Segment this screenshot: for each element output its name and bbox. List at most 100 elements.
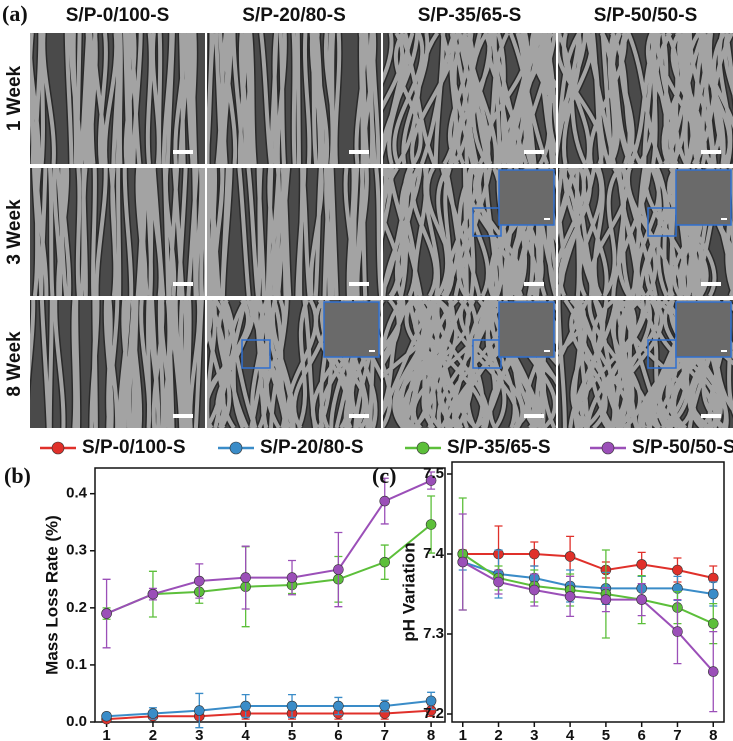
scale-bar bbox=[524, 282, 544, 286]
x-tick-label: 8 bbox=[427, 727, 435, 741]
y-tick-label: 7.2 bbox=[423, 705, 444, 722]
data-point bbox=[493, 576, 504, 588]
y-tick-label: 0.2 bbox=[66, 599, 87, 616]
inset-scale-bar bbox=[721, 218, 727, 220]
data-point bbox=[333, 564, 344, 575]
inset bbox=[675, 169, 732, 226]
legend-marker bbox=[51, 441, 65, 455]
x-tick-label: 3 bbox=[195, 727, 203, 741]
fibers bbox=[32, 168, 205, 296]
sem-image bbox=[558, 168, 733, 296]
fibers bbox=[383, 168, 556, 296]
sem-image bbox=[558, 300, 733, 428]
data-point bbox=[707, 618, 719, 629]
legend-label: S/P-0/100-S bbox=[82, 437, 186, 458]
scale-bar bbox=[173, 282, 193, 286]
data-point bbox=[425, 475, 437, 486]
x-tick-label: 6 bbox=[638, 727, 646, 741]
data-point bbox=[379, 495, 391, 507]
fibers bbox=[383, 300, 556, 428]
data-point bbox=[636, 559, 647, 570]
sem-image bbox=[207, 168, 381, 296]
data-point bbox=[707, 588, 719, 600]
legend-marker bbox=[229, 441, 243, 455]
series-line bbox=[462, 553, 714, 625]
legend-marker bbox=[601, 441, 615, 455]
scale-bar bbox=[524, 414, 544, 418]
panel-label: (c) bbox=[372, 463, 396, 488]
data-point bbox=[529, 584, 540, 596]
data-point bbox=[194, 705, 205, 716]
data-point bbox=[379, 700, 391, 712]
x-tick-label: 4 bbox=[241, 727, 250, 741]
inset-scale-bar bbox=[544, 218, 550, 220]
inset bbox=[498, 301, 555, 358]
legend-label: S/P-35/65-S bbox=[447, 437, 551, 458]
sem-image bbox=[383, 168, 556, 296]
scale-bar bbox=[701, 414, 721, 418]
scale-bar bbox=[173, 150, 193, 154]
row-header: 8 Week bbox=[4, 331, 25, 397]
x-tick-label: 8 bbox=[709, 727, 717, 741]
data-point bbox=[379, 556, 391, 568]
sem-image bbox=[30, 168, 205, 296]
plot-frame bbox=[94, 467, 446, 723]
data-point bbox=[636, 594, 647, 605]
fibers bbox=[207, 300, 381, 428]
x-tick-label: 1 bbox=[102, 727, 110, 741]
data-point bbox=[286, 700, 298, 712]
data-point bbox=[564, 551, 576, 562]
data-point bbox=[707, 666, 719, 677]
series-line bbox=[106, 523, 432, 615]
x-tick-label: 2 bbox=[149, 727, 157, 741]
series-line bbox=[462, 553, 714, 579]
fibers bbox=[207, 168, 381, 296]
column-header: S/P-20/80-S bbox=[242, 5, 346, 26]
panel-label: (a) bbox=[2, 1, 28, 26]
x-tick-label: 4 bbox=[566, 727, 575, 741]
row-header: 1 Week bbox=[4, 66, 25, 132]
data-point bbox=[425, 695, 437, 707]
row-header: 3 Week bbox=[4, 199, 25, 265]
data-point bbox=[147, 588, 159, 600]
y-tick-label: 7.3 bbox=[423, 625, 444, 642]
data-point bbox=[600, 594, 612, 605]
scale-bar bbox=[701, 150, 721, 154]
fibers bbox=[207, 33, 381, 164]
scale-bar bbox=[349, 282, 369, 286]
x-tick-label: 1 bbox=[459, 727, 467, 741]
scale-bar bbox=[701, 282, 721, 286]
legend-marker bbox=[416, 441, 430, 455]
x-tick-label: 7 bbox=[381, 727, 389, 741]
data-point bbox=[240, 700, 251, 712]
x-tick-label: 3 bbox=[530, 727, 538, 741]
inset-scale-bar bbox=[544, 350, 550, 352]
scale-bar bbox=[349, 150, 369, 154]
fibers bbox=[30, 33, 198, 164]
inset bbox=[323, 301, 380, 358]
x-tick-label: 6 bbox=[334, 727, 342, 741]
fibers bbox=[558, 33, 733, 164]
fibers bbox=[383, 33, 556, 164]
data-point bbox=[101, 710, 112, 722]
zoom-box bbox=[241, 339, 271, 369]
data-point bbox=[672, 564, 683, 576]
y-tick-label: 7.5 bbox=[423, 465, 444, 482]
sem-image bbox=[30, 300, 205, 428]
x-tick-label: 5 bbox=[602, 727, 610, 741]
data-point bbox=[564, 591, 576, 602]
y-axis-title: Mass Loss Rate (%) bbox=[42, 515, 61, 675]
y-tick-label: 0.1 bbox=[66, 656, 87, 673]
inset bbox=[498, 169, 555, 226]
y-tick-label: 0.4 bbox=[66, 485, 88, 502]
data-point bbox=[194, 575, 205, 587]
data-point bbox=[240, 572, 251, 583]
legend-label: S/P-20/80-S bbox=[260, 437, 364, 458]
y-tick-label: 7.4 bbox=[423, 545, 445, 562]
sem-image bbox=[30, 33, 205, 164]
inset-scale-bar bbox=[721, 350, 727, 352]
y-axis-title: pH Variation bbox=[399, 542, 418, 641]
y-tick-label: 0.0 bbox=[66, 713, 87, 730]
column-header: S/P-0/100-S bbox=[66, 5, 170, 26]
